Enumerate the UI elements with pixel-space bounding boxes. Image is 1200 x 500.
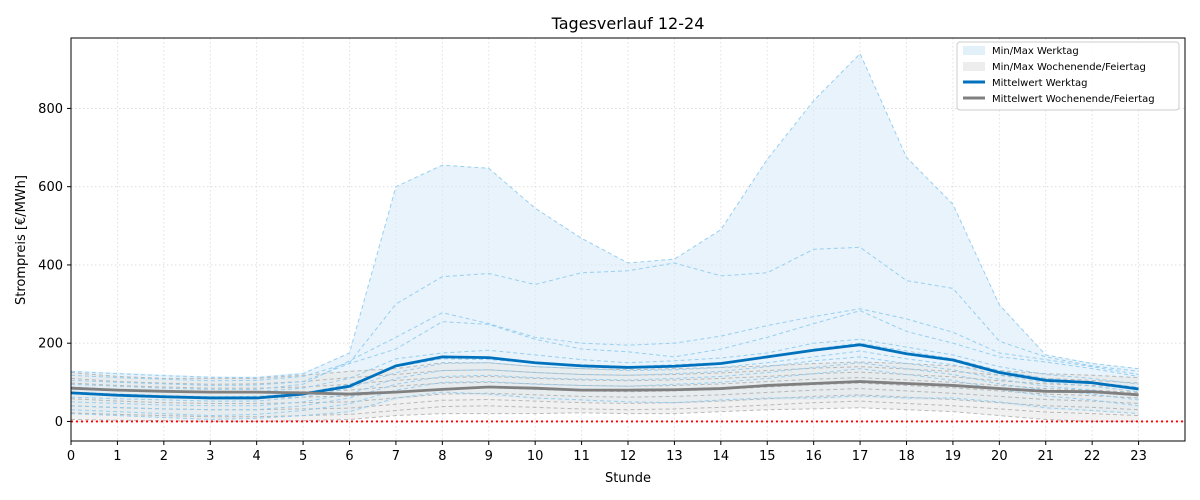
y-axis-label: Strompreis [€/MWh] <box>14 175 29 305</box>
legend-label-werktag-band: Min/Max Werktag <box>992 46 1079 57</box>
day-line-wochenende <box>70 371 1139 389</box>
y-tick-label: 200 <box>38 337 63 352</box>
x-tick-label: 12 <box>620 449 637 464</box>
mean-lines <box>70 343 1139 400</box>
legend-swatch-wochenende-band <box>963 62 985 71</box>
y-tick-label: 0 <box>55 415 63 430</box>
y-tick-label: 800 <box>38 102 63 117</box>
legend-swatch-werktag-band <box>963 46 985 55</box>
legend-label-wochenende-mean: Mittelwert Wochenende/Feiertag <box>992 94 1155 105</box>
day-line-werktag <box>70 52 1139 379</box>
day-line-wochenende <box>70 388 1139 404</box>
x-tick-label: 13 <box>666 449 683 464</box>
x-tick-label: 15 <box>759 449 776 464</box>
x-tick-label: 10 <box>527 449 544 464</box>
day-line-werktag <box>70 308 1139 390</box>
day-line-werktag <box>70 310 1139 386</box>
day-line-werktag <box>70 356 1139 407</box>
x-tick-label: 14 <box>713 449 730 464</box>
x-tick-label: 9 <box>485 449 493 464</box>
individual-day-lines <box>70 52 1139 422</box>
x-tick-label: 23 <box>1130 449 1147 464</box>
x-tick-label: 7 <box>392 449 400 464</box>
x-tick-label: 3 <box>206 449 214 464</box>
chart-title: Tagesverlauf 12-24 <box>551 14 705 33</box>
day-line-werktag <box>70 368 1139 417</box>
x-tick-label: 16 <box>805 449 822 464</box>
x-tick-label: 2 <box>160 449 168 464</box>
mean-line-wochenende <box>70 380 1139 397</box>
mean-line-werktag <box>70 343 1139 400</box>
legend-label-werktag-mean: Mittelwert Werktag <box>992 78 1087 89</box>
x-tick-label: 21 <box>1037 449 1054 464</box>
day-line-werktag <box>70 246 1139 382</box>
x-tick-label: 0 <box>67 449 75 464</box>
day-line-wochenende <box>70 400 1139 418</box>
x-tick-label: 4 <box>253 449 261 464</box>
day-line-wochenende <box>70 366 1139 385</box>
x-tick-label: 20 <box>991 449 1008 464</box>
legend-frame <box>956 41 1180 111</box>
y-axis-ticks: 0 200 400 600 800 <box>38 102 71 430</box>
x-tick-label: 1 <box>113 449 121 464</box>
legend-label-wochenende-band: Min/Max Wochenende/Feiertag <box>992 62 1146 73</box>
day-line-wochenende <box>70 407 1139 422</box>
day-line-werktag <box>70 362 1139 411</box>
x-tick-label: 6 <box>345 449 353 464</box>
y-tick-label: 400 <box>38 258 63 273</box>
x-tick-label: 17 <box>852 449 869 464</box>
x-tick-label: 22 <box>1084 449 1101 464</box>
x-tick-label: 5 <box>299 449 307 464</box>
y-tick-label: 600 <box>38 180 63 195</box>
x-tick-label: 19 <box>945 449 962 464</box>
x-tick-label: 11 <box>573 449 590 464</box>
day-line-werktag <box>70 391 1139 420</box>
legend: Min/Max Werktag Min/Max Wochenende/Feier… <box>956 41 1180 111</box>
x-axis-ticks: 0 1 2 3 4 5 6 7 8 9 10 11 12 13 14 15 16 17 18 19 20 21 22 23 <box>67 441 1147 464</box>
x-tick-label: 18 <box>898 449 915 464</box>
x-tick-label: 8 <box>438 449 446 464</box>
x-axis-label: Stunde <box>605 471 651 486</box>
band-werktag <box>71 53 1139 420</box>
day-line-werktag <box>70 350 1139 402</box>
